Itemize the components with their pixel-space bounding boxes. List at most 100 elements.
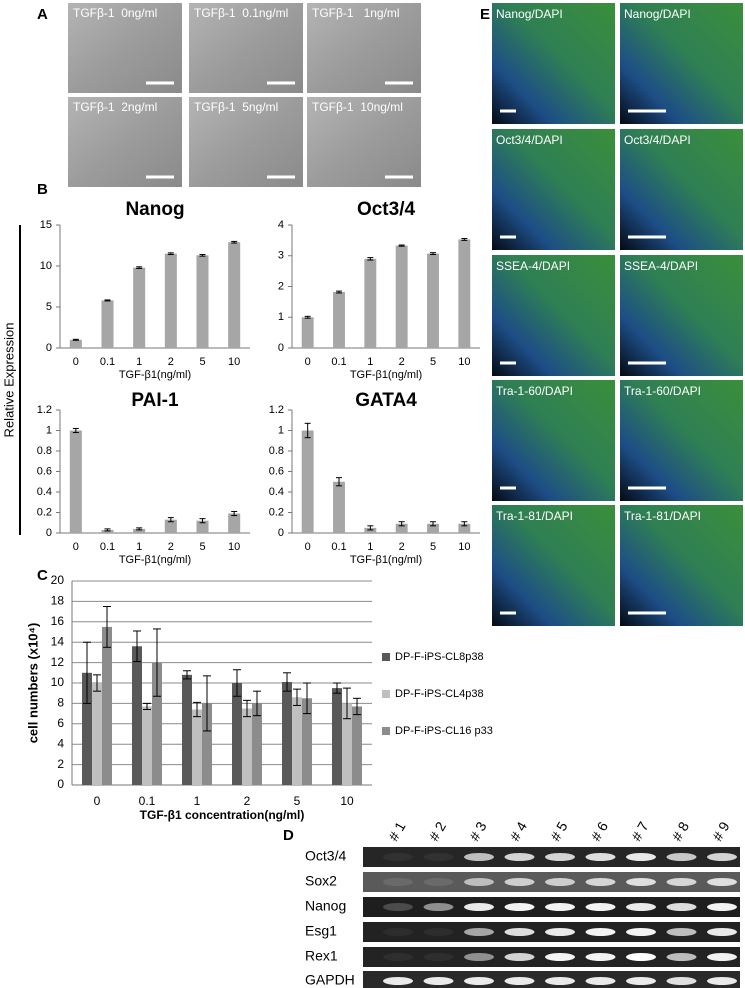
bar xyxy=(101,300,114,348)
bar xyxy=(232,683,242,785)
y-tick-label: 0 xyxy=(46,342,52,354)
bar xyxy=(292,697,302,785)
gel-band xyxy=(545,878,575,886)
x-tick-label: 2 xyxy=(399,541,405,553)
bar xyxy=(282,681,292,785)
lane-label: # 6 xyxy=(588,819,612,844)
bar xyxy=(427,523,439,533)
fluorescence-image xyxy=(620,255,743,376)
x-tick-label: 0.1 xyxy=(100,356,115,368)
row-label: Nanog xyxy=(305,898,346,914)
legend-entry: DP-F-iPS-CL4p38 xyxy=(395,688,484,700)
panel-label: A xyxy=(37,6,48,23)
micrograph xyxy=(189,97,303,187)
micrograph xyxy=(307,3,421,93)
micrograph xyxy=(68,97,182,187)
legend-swatch xyxy=(382,690,390,698)
bar xyxy=(196,255,209,348)
x-tick-label: 0.1 xyxy=(100,541,115,553)
bar xyxy=(302,698,312,785)
micrograph xyxy=(68,3,182,93)
gel-band xyxy=(666,928,697,936)
image-label: Tra-1-81/DAPI xyxy=(496,509,573,523)
image-label: Nanog/DAPI xyxy=(624,7,691,21)
lane-label: # 2 xyxy=(426,819,450,844)
gel-band xyxy=(707,953,737,961)
y-tick-label: 20 xyxy=(51,573,65,587)
x-axis-label: TGF-β1(ng/ml) xyxy=(350,554,422,566)
y-tick-label: 3 xyxy=(278,250,284,262)
panel-label: E xyxy=(480,6,490,23)
fluorescence-image xyxy=(492,380,615,501)
image-label: Nanog/DAPI xyxy=(496,7,563,21)
x-tick-label: 10 xyxy=(340,794,354,808)
y-tick-label: 0.8 xyxy=(269,445,284,457)
gel-band xyxy=(545,853,575,861)
bar xyxy=(152,662,162,785)
gel-band xyxy=(626,928,656,936)
chart-title: Oct3/4 xyxy=(357,199,416,220)
y-tick-label: 2 xyxy=(57,757,64,771)
micrograph xyxy=(307,97,421,187)
y-tick-label: 6 xyxy=(57,716,64,730)
image-label: TGFβ-1 2ng/ml xyxy=(73,100,157,114)
bar xyxy=(92,683,102,785)
fluorescence-image xyxy=(620,505,743,626)
x-tick-label: 5 xyxy=(199,541,205,553)
legend-swatch xyxy=(382,727,390,735)
y-tick-label: 1 xyxy=(278,424,284,436)
gel-band xyxy=(626,903,656,911)
x-tick-label: 0 xyxy=(73,541,79,553)
fluorescence-image xyxy=(492,505,615,626)
bar xyxy=(252,703,262,785)
y-tick-label: 0.2 xyxy=(269,506,284,518)
x-tick-label: 0.1 xyxy=(331,541,346,553)
gel-band xyxy=(626,878,656,886)
y-tick-label: 0.4 xyxy=(269,486,284,498)
bar xyxy=(202,703,212,785)
y-tick-label: 0 xyxy=(278,527,284,539)
x-tick-label: 5 xyxy=(430,541,436,553)
x-axis-label: TGF-β1(ng/ml) xyxy=(119,369,191,381)
gel-band xyxy=(545,903,575,911)
y-tick-label: 10 xyxy=(40,260,52,272)
bar xyxy=(333,481,345,533)
y-tick-label: 0 xyxy=(57,777,64,791)
image-label: Oct3/4/DAPI xyxy=(624,133,691,147)
bar xyxy=(133,267,146,348)
bar xyxy=(164,519,177,533)
y-tick-label: 15 xyxy=(40,219,52,231)
image-label: Oct3/4/DAPI xyxy=(496,133,563,147)
gel-band xyxy=(585,853,616,861)
gel-band xyxy=(423,953,454,961)
bar xyxy=(333,292,345,348)
x-tick-label: 0 xyxy=(94,794,101,808)
panel-label: B xyxy=(37,181,48,198)
gel-band xyxy=(666,853,697,861)
x-tick-label: 0 xyxy=(73,356,79,368)
x-tick-label: 1 xyxy=(367,541,373,553)
bar xyxy=(458,523,471,533)
gel-band xyxy=(464,853,494,861)
y-tick-label: 8 xyxy=(57,696,64,710)
chart-title: PAI-1 xyxy=(131,390,179,411)
bar xyxy=(228,242,241,348)
y-tick-label: 0 xyxy=(46,527,52,539)
legend-entry: DP-F-iPS-CL16 p33 xyxy=(395,725,493,737)
gel-band xyxy=(423,977,454,985)
bar xyxy=(364,527,377,533)
y-tick-label: 4 xyxy=(278,219,284,231)
gel-band xyxy=(545,977,575,985)
gel-band xyxy=(707,903,737,911)
x-tick-label: 0.1 xyxy=(139,794,156,808)
x-tick-label: 10 xyxy=(228,541,240,553)
image-label: SSEA-4/DAPI xyxy=(496,259,570,273)
gel-band xyxy=(383,928,413,936)
lane-label: # 5 xyxy=(547,819,571,844)
gel-band xyxy=(585,977,616,985)
lane-label: # 9 xyxy=(709,819,733,844)
gel-band xyxy=(626,953,656,961)
y-tick-label: 0.4 xyxy=(37,486,52,498)
gel-band xyxy=(464,903,494,911)
